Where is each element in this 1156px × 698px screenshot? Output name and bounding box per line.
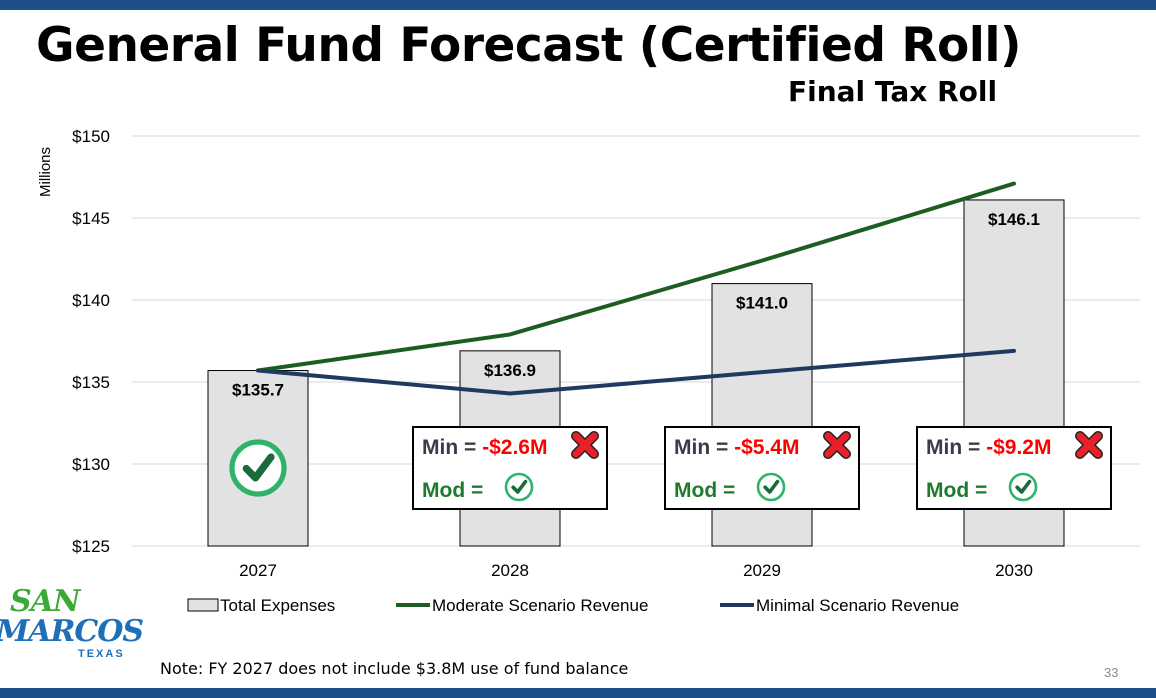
legend-item-total-expenses: Total Expenses <box>187 596 335 615</box>
moderate-revenue-line <box>256 181 1016 373</box>
x-mark-icon <box>1075 431 1103 459</box>
x-mark-icon <box>823 431 851 459</box>
x-tick-label: 2027 <box>239 561 277 580</box>
mod-label-text: Mod = <box>926 479 987 502</box>
logo-text-san: SAN <box>10 584 80 619</box>
bottom-brand-bar <box>0 688 1156 698</box>
page-number: 33 <box>1104 665 1119 680</box>
y-tick-label: $130 <box>72 455 110 474</box>
min-gap-text: Min = -$5.4M <box>674 436 799 459</box>
mod-label-text: Mod = <box>422 479 483 502</box>
x-tick-label: 2030 <box>995 561 1033 580</box>
y-tick-label: $150 <box>72 127 110 146</box>
legend-label: Moderate Scenario Revenue <box>432 596 648 615</box>
x-mark-icon <box>571 431 599 459</box>
y-axis-label: Millions <box>37 147 54 197</box>
checkmark-icon <box>504 472 534 502</box>
legend-label: Minimal Scenario Revenue <box>756 596 959 615</box>
checkmark-icon <box>229 439 287 497</box>
checkmark-icon <box>756 472 786 502</box>
legend-item-minimal: Minimal Scenario Revenue <box>720 596 959 615</box>
mod-label-text: Mod = <box>674 479 735 502</box>
page-subtitle: Final Tax Roll <box>788 75 998 108</box>
bar-value-label: $146.1 <box>988 210 1040 229</box>
scenario-gap-box: Min = -$9.2M Mod = <box>916 426 1112 510</box>
min-gap-text: Min = -$9.2M <box>926 436 1051 459</box>
bar-value-label: $136.9 <box>484 361 536 380</box>
y-tick-label: $145 <box>72 209 110 228</box>
min-gap-text: Min = -$2.6M <box>422 436 547 459</box>
san-marcos-logo: SAN MARCOS TEXAS <box>0 584 144 664</box>
page-title: General Fund Forecast (Certified Roll) <box>36 18 1022 73</box>
top-brand-bar <box>0 0 1156 10</box>
bar-value-label: $141.0 <box>736 294 788 313</box>
footnote: Note: FY 2027 does not include $3.8M use… <box>160 659 629 678</box>
logo-text-marcos: MARCOS <box>0 614 144 649</box>
x-tick-label: 2028 <box>491 561 529 580</box>
x-tick-label: 2029 <box>743 561 781 580</box>
checkmark-icon <box>1008 472 1038 502</box>
bar-value-label: $135.7 <box>232 381 284 400</box>
y-tick-label: $125 <box>72 537 110 556</box>
minimal-revenue-line <box>256 348 1016 396</box>
y-tick-label: $140 <box>72 291 110 310</box>
legend-label: Total Expenses <box>220 596 335 615</box>
logo-text-texas: TEXAS <box>78 648 125 660</box>
scenario-gap-box: Min = -$5.4M Mod = <box>664 426 860 510</box>
legend-item-moderate: Moderate Scenario Revenue <box>396 596 648 615</box>
y-tick-label: $135 <box>72 373 110 392</box>
scenario-gap-box: Min = -$2.6M Mod = <box>412 426 608 510</box>
legend-swatch <box>187 598 219 612</box>
